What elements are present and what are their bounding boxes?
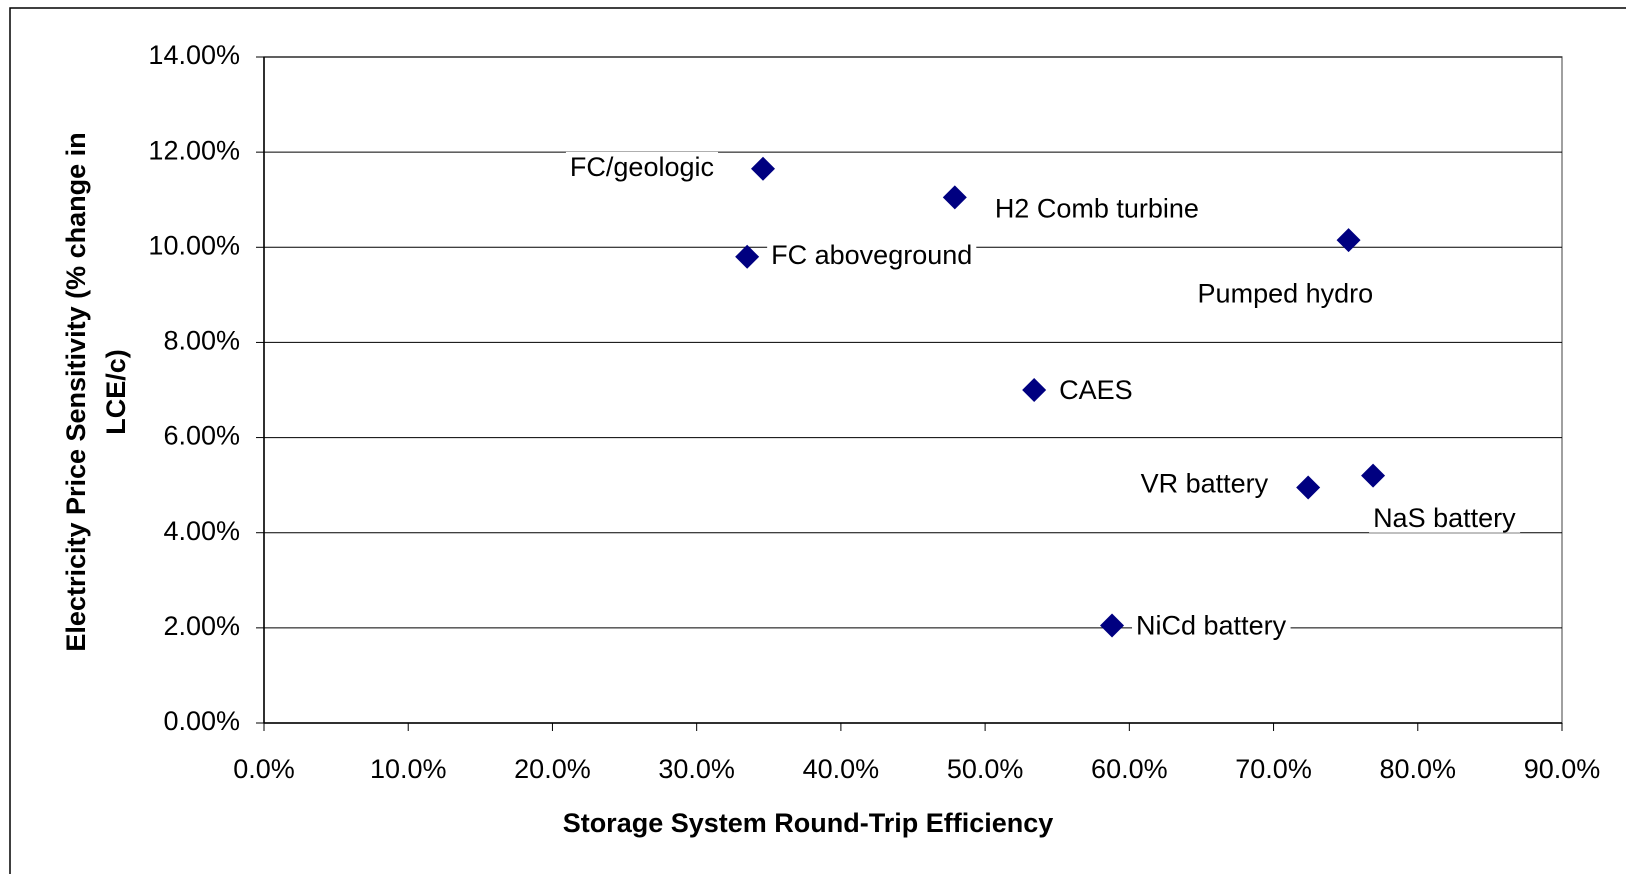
point-label: NiCd battery xyxy=(1136,611,1287,641)
point-label: FC/geologic xyxy=(570,152,714,182)
marker xyxy=(1100,613,1125,638)
label-background xyxy=(990,193,1203,224)
x-tick-label: 80.0% xyxy=(1379,754,1456,784)
label-background xyxy=(1132,610,1291,641)
y-axis-title-line: Electricity Price Sensitivity (% change … xyxy=(61,132,91,651)
x-tick-label: 70.0% xyxy=(1235,754,1312,784)
label-background xyxy=(767,239,977,270)
y-tick-label: 8.00% xyxy=(163,326,240,356)
chart-border xyxy=(9,7,1626,874)
x-tick-label: 10.0% xyxy=(370,754,447,784)
label-background xyxy=(1055,375,1137,406)
point-label: H2 Comb turbine xyxy=(995,193,1199,223)
y-tick-label: 2.00% xyxy=(163,611,240,641)
x-tick-label: 60.0% xyxy=(1091,754,1168,784)
x-tick-label: 0.0% xyxy=(233,754,295,784)
point-label: CAES xyxy=(1059,375,1133,405)
y-axis-title-line: LCE/c) xyxy=(101,349,131,435)
y-tick-label: 14.00% xyxy=(148,40,240,70)
label-background xyxy=(1369,502,1521,533)
y-axis-title: Electricity Price Sensitivity (% change … xyxy=(61,132,131,651)
marker xyxy=(1296,475,1321,500)
y-tick-label: 4.00% xyxy=(163,516,240,546)
point-label: Pumped hydro xyxy=(1198,278,1374,308)
marker xyxy=(735,244,760,269)
x-tick-label: 50.0% xyxy=(947,754,1024,784)
x-tick-label: 90.0% xyxy=(1524,754,1601,784)
y-tick-label: 12.00% xyxy=(148,135,240,165)
marker xyxy=(1022,378,1047,402)
x-tick-label: 30.0% xyxy=(658,754,735,784)
y-tick-label: 10.00% xyxy=(148,230,240,260)
x-tick-label: 20.0% xyxy=(514,754,591,784)
marker xyxy=(751,156,776,181)
point-label: FC aboveground xyxy=(771,240,972,270)
point-label: NaS battery xyxy=(1373,503,1516,533)
label-background xyxy=(565,151,719,182)
label-background xyxy=(1193,278,1378,309)
y-tick-label: 6.00% xyxy=(163,421,240,451)
label-background xyxy=(1136,468,1273,499)
marker xyxy=(1361,463,1386,488)
marker xyxy=(1336,228,1361,253)
marker xyxy=(942,185,967,210)
y-tick-label: 0.00% xyxy=(163,706,240,736)
x-tick-label: 40.0% xyxy=(803,754,880,784)
x-axis-title: Storage System Round-Trip Efficiency xyxy=(563,808,1054,838)
point-label: VR battery xyxy=(1141,469,1269,499)
